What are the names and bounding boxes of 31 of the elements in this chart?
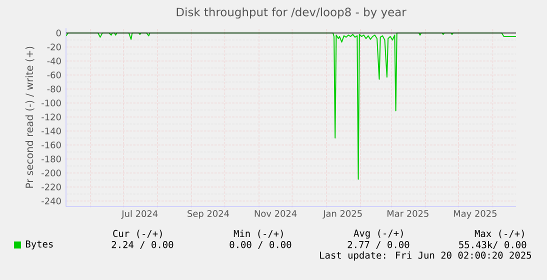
y-tick-label: -120 bbox=[42, 114, 61, 120]
x-tick-label: May 2025 bbox=[454, 210, 497, 219]
y-tick-label: -160 bbox=[42, 142, 61, 148]
y-tick-label: -100 bbox=[42, 100, 61, 106]
y-tick-label: -60 bbox=[47, 72, 61, 78]
y-tick-label: -80 bbox=[47, 86, 61, 92]
y-tick-label: 0 bbox=[56, 30, 61, 36]
text: Last update: Fri Jun 20 02:00:20 2025 bbox=[320, 251, 532, 261]
text: 55.43k/ 0.00 bbox=[459, 240, 526, 250]
chart-title: Disk throughput for /dev/loop8 - by year bbox=[176, 7, 406, 19]
x-tick-label: Sep 2024 bbox=[188, 210, 230, 219]
x-tick-label: Jul 2024 bbox=[121, 210, 158, 219]
text: 0.00 / 0.00 bbox=[230, 241, 292, 249]
y-tick-label: -140 bbox=[42, 128, 61, 134]
text: Min (-/+) bbox=[234, 230, 283, 238]
y-tick-label: -240 bbox=[42, 198, 61, 204]
x-tick-label: Nov 2024 bbox=[254, 210, 297, 217]
y-tick-label: -20 bbox=[47, 44, 61, 50]
y-tick-label: -200 bbox=[42, 170, 61, 176]
text: Cur (-/+) bbox=[113, 230, 162, 238]
y-tick-label: -220 bbox=[42, 184, 61, 190]
x-tick-label: Mar 2025 bbox=[388, 210, 428, 217]
y-axis-title: Pr second read (-) / write (+) bbox=[25, 46, 34, 188]
y-tick-label: -180 bbox=[42, 156, 61, 162]
text: 2.24 / 0.00 bbox=[112, 241, 174, 249]
x-tick-label: Jan 2025 bbox=[322, 210, 362, 219]
text: Avg (-/+) bbox=[354, 229, 403, 239]
text: Max (-/+) bbox=[474, 230, 524, 238]
y-tick-label: -40 bbox=[47, 58, 61, 64]
legend-label: Bytes bbox=[26, 240, 53, 250]
text: 2.77 / 0.00 bbox=[348, 241, 410, 249]
